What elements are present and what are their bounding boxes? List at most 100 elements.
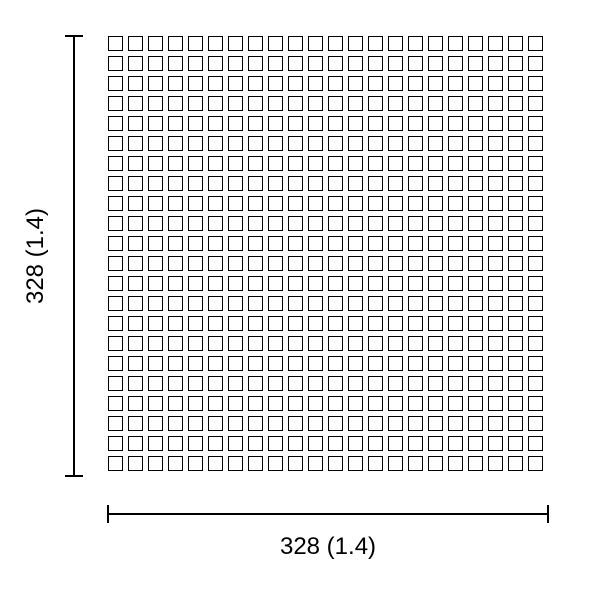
tile-cell [428, 316, 443, 331]
tile-cell [468, 196, 483, 211]
tile-cell [168, 76, 183, 91]
tile-cell [228, 216, 243, 231]
tile-cell [468, 36, 483, 51]
tile-cell [208, 196, 223, 211]
tile-cell [388, 356, 403, 371]
tile-cell [468, 236, 483, 251]
tile-cell [228, 236, 243, 251]
tile-cell [328, 156, 343, 171]
tile-cell [388, 236, 403, 251]
tile-cell [148, 456, 163, 471]
tile-cell [168, 56, 183, 71]
tile-cell [288, 236, 303, 251]
tile-cell [468, 316, 483, 331]
tile-cell [428, 96, 443, 111]
tile-cell [268, 196, 283, 211]
tile-cell [148, 356, 163, 371]
tile-cell [288, 176, 303, 191]
tile-cell [328, 316, 343, 331]
tile-cell [508, 156, 523, 171]
tile-cell [268, 296, 283, 311]
tile-cell [528, 36, 543, 51]
tile-cell [448, 396, 463, 411]
tile-cell [388, 396, 403, 411]
tile-cell [108, 356, 123, 371]
tile-cell [328, 116, 343, 131]
tile-cell [208, 116, 223, 131]
tile-cell [188, 176, 203, 191]
tile-cell [488, 236, 503, 251]
tile-cell [308, 36, 323, 51]
tile-cell [228, 76, 243, 91]
tile-cell [168, 96, 183, 111]
tile-cell [128, 256, 143, 271]
tile-cell [108, 316, 123, 331]
tile-cell [508, 116, 523, 131]
tile-cell [248, 296, 263, 311]
tile-cell [308, 76, 323, 91]
tile-cell [308, 256, 323, 271]
tile-cell [148, 296, 163, 311]
tile-cell [288, 336, 303, 351]
tile-cell [208, 136, 223, 151]
tile-cell [488, 396, 503, 411]
tile-cell [148, 396, 163, 411]
tile-cell [328, 76, 343, 91]
tile-cell [108, 276, 123, 291]
tile-cell [268, 116, 283, 131]
tile-cell [448, 156, 463, 171]
tile-cell [108, 76, 123, 91]
tile-cell [508, 356, 523, 371]
tile-cell [428, 256, 443, 271]
tile-cell [228, 316, 243, 331]
tile-cell [408, 176, 423, 191]
tile-cell [308, 376, 323, 391]
tile-cell [188, 256, 203, 271]
tile-cell [148, 416, 163, 431]
tile-cell [168, 456, 183, 471]
tile-cell [188, 436, 203, 451]
tile-cell [488, 436, 503, 451]
tile-cell [268, 256, 283, 271]
tile-cell [468, 216, 483, 231]
tile-cell [188, 156, 203, 171]
diagram-stage: 328 (1.4) 328 (1.4) [0, 0, 600, 600]
tile-cell [208, 416, 223, 431]
tile-cell [468, 136, 483, 151]
tile-cell [268, 136, 283, 151]
tile-cell [308, 56, 323, 71]
tile-cell [528, 416, 543, 431]
tile-cell [388, 296, 403, 311]
tile-cell [208, 156, 223, 171]
tile-cell [128, 396, 143, 411]
tile-cell [488, 156, 503, 171]
tile-cell [328, 136, 343, 151]
tile-cell [168, 216, 183, 231]
tile-cell [428, 276, 443, 291]
tile-cell [188, 336, 203, 351]
tile-cell [148, 156, 163, 171]
tile-cell [348, 376, 363, 391]
tile-cell [368, 416, 383, 431]
tile-cell [508, 96, 523, 111]
tile-cell [248, 396, 263, 411]
tile-cell [288, 356, 303, 371]
tile-cell [148, 276, 163, 291]
tile-cell [128, 96, 143, 111]
tile-cell [428, 36, 443, 51]
tile-cell [308, 236, 323, 251]
tile-cell [208, 216, 223, 231]
tile-cell [448, 176, 463, 191]
tile-cell [308, 196, 323, 211]
tile-cell [108, 396, 123, 411]
tile-cell [348, 36, 363, 51]
tile-cell [328, 256, 343, 271]
tile-cell [508, 176, 523, 191]
tile-cell [108, 336, 123, 351]
tile-cell [248, 336, 263, 351]
tile-cell [488, 196, 503, 211]
tile-cell [348, 396, 363, 411]
tile-cell [328, 276, 343, 291]
tile-cell [248, 176, 263, 191]
tile-cell [288, 216, 303, 231]
